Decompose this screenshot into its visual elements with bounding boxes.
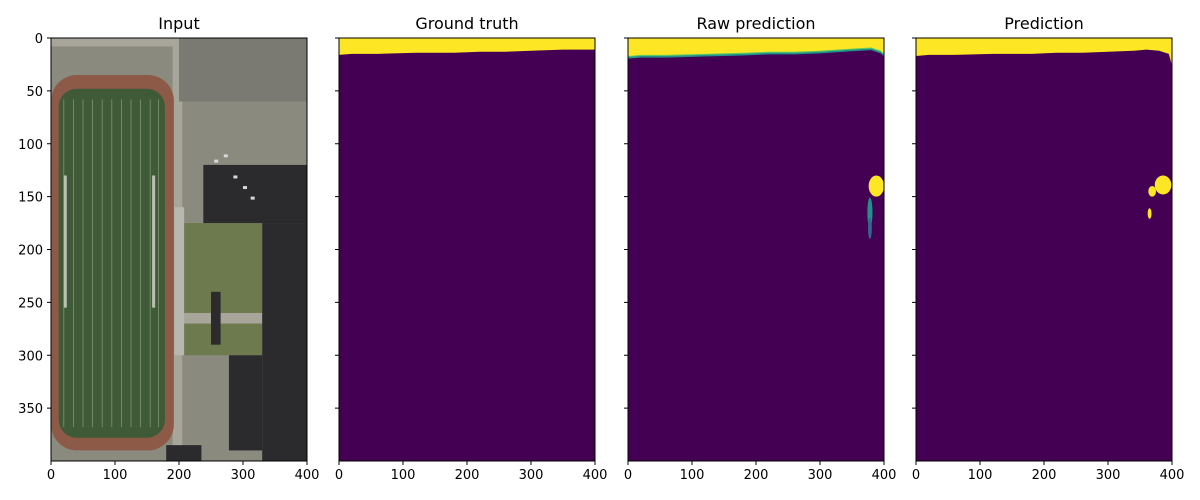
x-tick-label: 200 [455,468,480,483]
panel-content [339,38,595,461]
y-tick-label: 200 [18,244,43,259]
panel-title: Input [158,14,199,33]
x-tick-label: 100 [680,468,705,483]
mask-blob [1154,175,1172,195]
x-tick-label: 300 [1096,468,1121,483]
panel-2: Ground truth 0 100 200 300 400 [335,14,608,483]
x-tick-label: 300 [519,468,544,483]
mask-blob [868,217,872,239]
y-tick-label: 150 [18,191,43,206]
x-tick-label: 100 [391,468,416,483]
panel-title: Raw prediction [696,14,815,33]
x-tick-label: 400 [1160,468,1185,483]
building-roof [228,355,263,451]
panel-3: Raw prediction 0 100 200 300 400 [624,14,897,483]
mask-background [628,38,884,461]
mask-region [916,38,1172,66]
y-tick-label: 50 [26,85,43,100]
x-tick-label: 400 [583,468,608,483]
y-tick-label: 300 [18,349,43,364]
panel-content [628,38,884,461]
x-tick-label: 300 [808,468,833,483]
x-tick-label: 0 [912,468,920,483]
bleachers [174,207,185,356]
rooftop-unit [223,154,228,158]
panel-content [51,38,307,461]
x-tick-label: 200 [744,468,769,483]
mask-blob [867,197,873,228]
y-tick-label: 0 [35,32,43,47]
rooftop-unit [250,196,255,200]
x-tick-label: 400 [295,468,320,483]
y-tick-label: 250 [18,296,43,311]
building-roof [166,445,202,461]
panel-title: Prediction [1004,14,1083,33]
building-roof [262,223,307,461]
x-tick-label: 0 [624,468,632,483]
panel-1: Input 0 100 200 300 400 0 50 100 150 200 250 300 350 [18,14,319,483]
x-tick-label: 400 [872,468,897,483]
rooftop-unit [233,175,238,179]
rooftop-unit [243,186,247,190]
y-tick-label: 350 [18,402,43,417]
panel-title: Ground truth [415,14,518,33]
x-tick-label: 200 [167,468,192,483]
x-tick-label: 0 [335,468,343,483]
mask-region [628,38,884,56]
x-tick-label: 0 [47,468,55,483]
x-tick-label: 100 [968,468,993,483]
y-tick-label: 100 [18,138,43,153]
x-tick-label: 100 [103,468,128,483]
panel-content [916,38,1172,461]
mask-blob [868,175,884,197]
rooftop-unit [214,159,219,163]
walkway [172,312,307,324]
mask-background [916,38,1172,461]
x-tick-label: 300 [231,468,256,483]
mask-blob [1148,186,1157,197]
x-tick-label: 200 [1032,468,1057,483]
panel-4: Prediction 0 100 200 300 400 [912,14,1185,483]
field-sideline [152,175,156,308]
mask-blob [1147,208,1152,219]
mask-region [339,38,595,55]
mask-background [339,38,595,461]
building-roof [211,291,221,345]
parking-lot [179,38,307,102]
building-roof [203,164,307,224]
field-sideline [63,175,67,308]
